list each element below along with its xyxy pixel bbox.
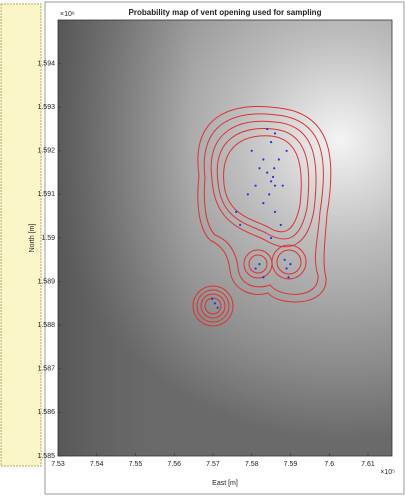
x-tick-label: 7.57 (206, 461, 220, 468)
sample-point (280, 224, 282, 226)
sample-point (211, 298, 213, 300)
x-tick-label: 7.59 (284, 461, 298, 468)
x-tick-label: 7.53 (51, 461, 65, 468)
y-multiplier: ×10⁶ (60, 11, 75, 18)
sample-point (273, 167, 275, 169)
x-tick-label: 7.56 (167, 461, 181, 468)
sample-point (266, 172, 268, 174)
x-tick-label: 7.54 (90, 461, 104, 468)
y-tick-label: 1.586 (37, 409, 55, 416)
y-tick-label: 1.585 (37, 453, 55, 460)
sample-point (270, 180, 272, 182)
terrain (58, 20, 392, 456)
sample-point (274, 211, 276, 213)
y-tick-label: 1.592 (37, 148, 55, 155)
sample-point (282, 185, 284, 187)
sample-point (289, 263, 291, 265)
x-tick-label: 7.6 (324, 461, 334, 468)
sample-point (268, 193, 270, 195)
sample-point (286, 150, 288, 152)
sample-point (270, 237, 272, 239)
y-tick-label: 1.587 (37, 366, 55, 373)
y-tick-label: 1.594 (37, 60, 55, 67)
x-tick-label: 7.61 (361, 461, 375, 468)
sample-point (235, 211, 237, 213)
sample-point (251, 150, 253, 152)
x-tick-label: 7.55 (129, 461, 143, 468)
sample-point (217, 307, 219, 309)
sample-point (258, 263, 260, 265)
sample-point (286, 267, 288, 269)
sample-point (255, 267, 257, 269)
y-tick-label: 1.591 (37, 191, 55, 198)
y-tick-label: 1.59 (41, 235, 55, 242)
sample-point (284, 259, 286, 261)
sample-point (258, 167, 260, 169)
sample-point (247, 193, 249, 195)
x-tick-label: 7.58 (245, 461, 259, 468)
sample-point (287, 276, 289, 278)
chart-title: Probability map of vent opening used for… (129, 8, 322, 17)
x-multiplier: ×10⁵ (380, 469, 395, 476)
sample-point (274, 185, 276, 187)
sample-point (262, 202, 264, 204)
sample-point (270, 141, 272, 143)
sample-point (272, 176, 274, 178)
sample-point (239, 224, 241, 226)
sample-point (262, 158, 264, 160)
sample-point (274, 132, 276, 134)
sample-point (255, 185, 257, 187)
y-tick-label: 1.593 (37, 104, 55, 111)
screenshot: Probability map of vent opening used for… (0, 0, 405, 497)
sample-point (214, 302, 216, 304)
y-tick-label: 1.588 (37, 322, 55, 329)
sample-point (262, 276, 264, 278)
y-tick-label: 1.589 (37, 278, 55, 285)
sample-point (266, 128, 268, 130)
y-axis-label: North [m] (29, 224, 36, 253)
sample-point (278, 158, 280, 160)
x-axis-label: East [m] (212, 480, 238, 487)
